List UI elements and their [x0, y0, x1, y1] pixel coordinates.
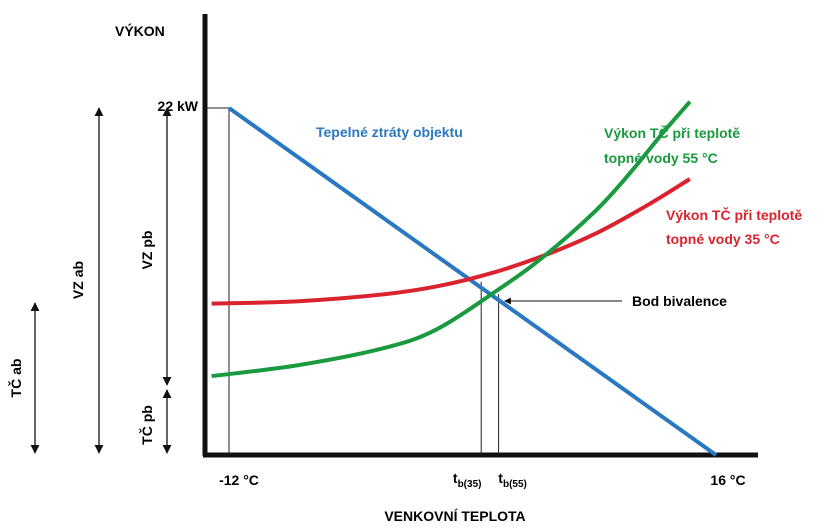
tb35-base: t [453, 470, 458, 486]
range-arrows [30, 107, 172, 454]
label-tc35: Výkon TČ při teplotě topné vody 35 °C [666, 206, 806, 247]
x-tick-label-16: 16 °C [710, 472, 745, 488]
tb55-sub: b(55) [503, 479, 527, 490]
series-layer [211, 100, 718, 457]
label-tc35-line2: topné vody 35 °C [666, 231, 780, 247]
x-axis-title: VENKOVNÍ TEPLOTA [384, 508, 525, 524]
bivalence-label: Bod bivalence [632, 293, 727, 309]
x-tick-label-minus12: -12 °C [219, 472, 259, 488]
y-tick-label-22kw: 22 kW [158, 98, 199, 114]
guide-22kw [205, 107, 230, 455]
label-tc55: Výkon TČ při teplotě topné vody 55 °C [604, 124, 744, 166]
label-loss: Tepelné ztráty objektu [316, 124, 463, 140]
series-tc-55 [211, 100, 692, 379]
label-tc35-line1: Výkon TČ při teplotě [666, 206, 802, 223]
tb35-sub: b(35) [458, 479, 482, 490]
vz-pb-label: VZ pb [139, 231, 155, 270]
tc-ab-label: TČ ab [7, 359, 24, 398]
label-tc55-line1: Výkon TČ při teplotě [604, 124, 740, 141]
tc-pb-label: TČ pb [138, 405, 155, 445]
x-tick-label-tb35: tb(35) [453, 470, 482, 490]
series-heat-loss [227, 106, 718, 457]
tb55-base: t [498, 470, 503, 486]
vz-ab-label: VZ ab [70, 261, 86, 299]
x-tick-label-tb55: tb(55) [498, 470, 527, 490]
label-tc55-line2: topné vody 55 °C [604, 150, 718, 166]
series-tc-35 [211, 177, 691, 306]
y-axis-title: VÝKON [115, 22, 165, 39]
